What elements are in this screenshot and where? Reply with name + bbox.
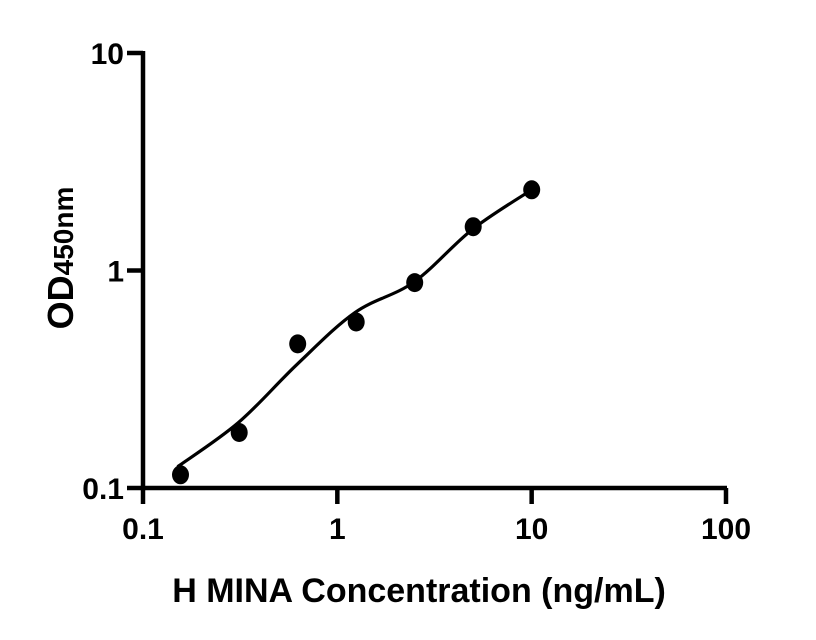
data-point: [406, 273, 424, 293]
x-axis-ticks: 0.1 1 10 100: [122, 488, 751, 546]
y-axis-ticks: 10 1 0.1: [82, 38, 143, 506]
data-point: [289, 334, 307, 354]
data-point: [230, 423, 248, 442]
y-tick-label: 1: [107, 256, 124, 289]
y-axis-title-main: OD: [40, 275, 81, 329]
y-axis-title: OD450nm: [40, 187, 81, 330]
data-point: [523, 180, 541, 200]
y-tick-label: 0.1: [82, 473, 124, 506]
y-tick-label: 10: [91, 38, 124, 71]
x-axis-title: H MINA Concentration (ng/mL): [172, 572, 666, 610]
x-tick-label: 100: [701, 513, 751, 546]
x-tick-label: 10: [515, 513, 548, 546]
data-points-group: [172, 180, 541, 485]
data-point: [172, 465, 189, 485]
data-point: [464, 217, 482, 237]
x-tick-label: 1: [329, 513, 346, 546]
y-axis-title-sub: 450nm: [48, 187, 79, 276]
data-point: [347, 312, 365, 332]
x-tick-label: 0.1: [122, 513, 164, 546]
